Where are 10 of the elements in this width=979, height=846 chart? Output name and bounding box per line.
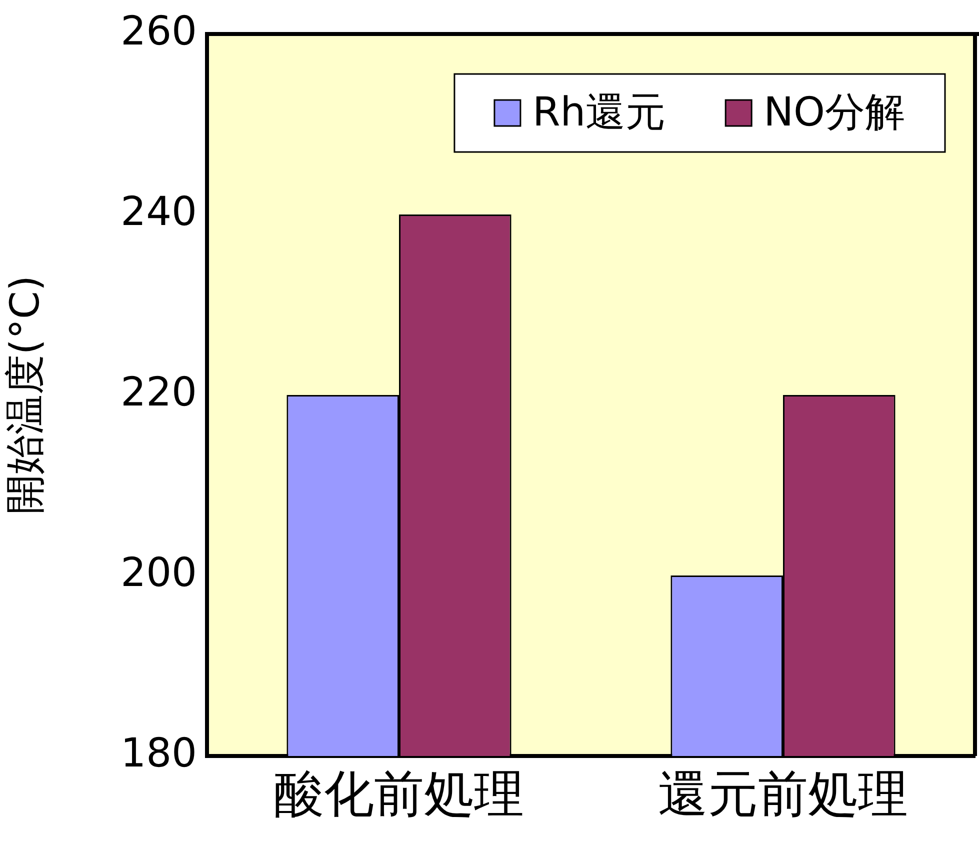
y-tick-label: 260 [120, 8, 197, 54]
y-axis-title: 開始温度(°C) [2, 275, 48, 515]
y-tick-label: 180 [120, 730, 197, 776]
y-tick-label: 200 [120, 550, 197, 596]
x-tick-label: 酸化前処理 [274, 764, 524, 823]
legend-label: NO分解 [764, 89, 905, 136]
y-tick-label: 220 [120, 369, 197, 416]
legend-label: Rh還元 [532, 89, 666, 136]
x-tick-label: 還元前処理 [658, 764, 908, 823]
y-tick-label: 240 [120, 188, 197, 235]
